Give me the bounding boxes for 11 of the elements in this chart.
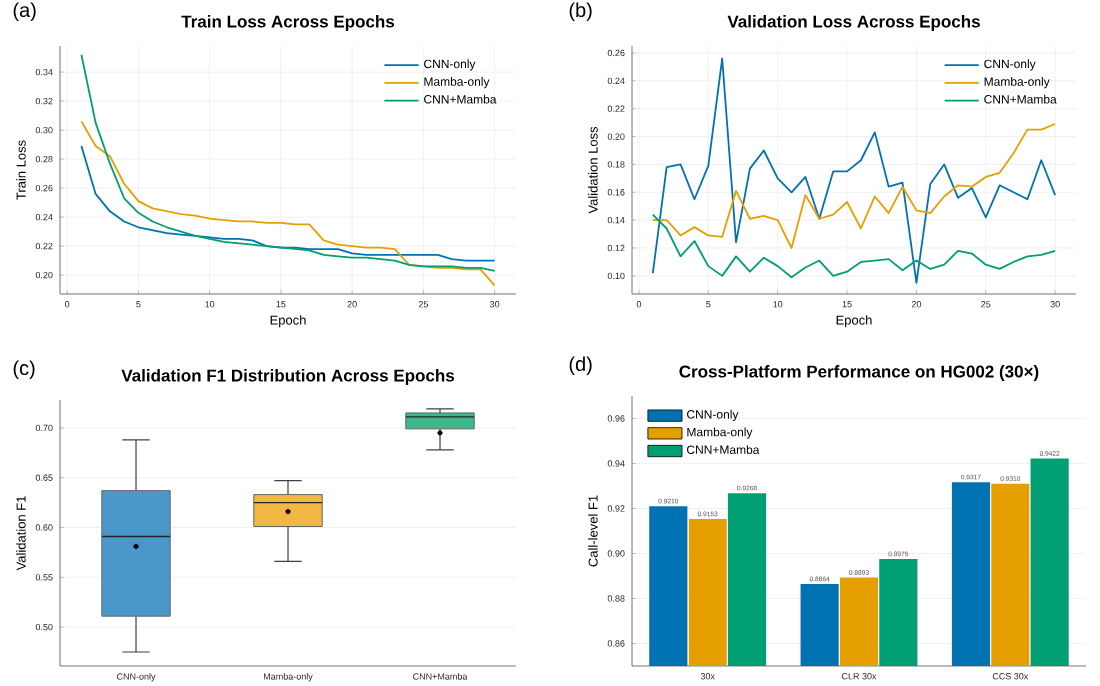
text: (c) [13,360,35,380]
line-series [651,123,1057,249]
chart-title: Train Loss Across Epochs [181,15,395,31]
chart-title: Cross-Platform Performance on HG002 (30×) [679,365,1039,381]
chart-title: Validation F1 Distribution Across Epochs [121,369,455,385]
line-series [651,213,1057,279]
text: (d) [569,356,592,376]
line-series [651,57,1057,284]
text: (b) [569,2,592,22]
chart-title: Validation Loss Across Epochs [727,15,980,31]
text: (a) [13,2,36,22]
